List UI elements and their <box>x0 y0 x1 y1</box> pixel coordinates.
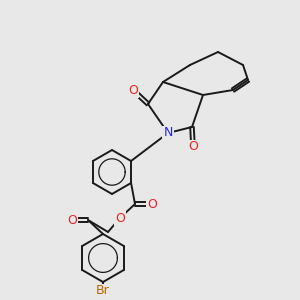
Text: N: N <box>163 127 173 140</box>
Text: O: O <box>128 83 138 97</box>
Text: O: O <box>115 212 125 224</box>
Text: O: O <box>147 197 157 211</box>
Text: O: O <box>67 214 77 226</box>
Text: O: O <box>188 140 198 154</box>
Text: Br: Br <box>96 284 110 298</box>
